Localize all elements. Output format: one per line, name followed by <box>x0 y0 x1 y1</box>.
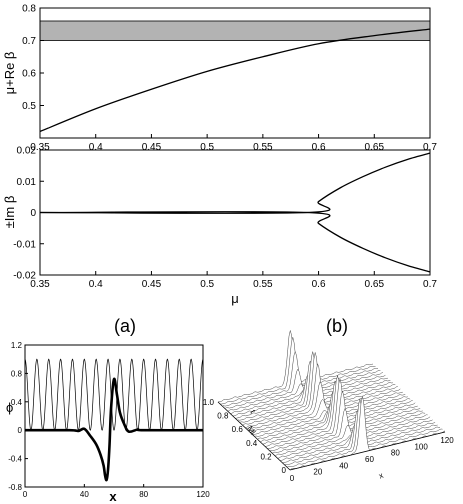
waterfall-lines <box>217 330 446 471</box>
y-tick-label: 0.7 <box>22 36 36 47</box>
y-tick-label: 0 <box>30 208 36 219</box>
series-line-1 <box>39 28 431 133</box>
panel-label-b: (b) <box>326 316 348 336</box>
t-axis-unit: Mi <box>245 424 257 436</box>
y-tick-label: -0.01 <box>13 239 36 250</box>
x-tick-labels: 0.35 0.4 0.45 0.5 0.55 0.6 0.65 0.7 <box>30 271 437 290</box>
x-tick-label: 80 <box>391 449 400 458</box>
x-tick-label: 0.45 <box>142 142 162 153</box>
x-tick-label: 120 <box>440 436 454 445</box>
y-tick-label: 0.8 <box>22 4 36 15</box>
panel-label-a: (a) <box>114 316 136 336</box>
x-tick-label: 20 <box>313 468 322 477</box>
y-tick-labels: 1.2 0.8 0.4 0 -0.4 -0.8 <box>8 341 28 492</box>
y-axis-label: ±Im β <box>2 196 17 229</box>
series-line-1 <box>39 152 431 214</box>
x-tick-label: 0.35 <box>30 142 50 153</box>
x-tick-label: 0.55 <box>253 279 273 290</box>
soliton-line <box>24 377 204 482</box>
band-rect <box>39 20 431 41</box>
x-tick-label: 0.6 <box>312 279 326 290</box>
y-tick-label: -0.4 <box>8 455 22 464</box>
soliton-curve <box>24 377 204 482</box>
y-tick-label: 0.5 <box>22 101 36 112</box>
t-tick-label: 0.6 <box>232 425 244 434</box>
y-tick-label: 0.4 <box>11 398 23 407</box>
t-tick-label: 0 <box>282 466 287 475</box>
y-tick-label: -0.02 <box>13 271 36 282</box>
y-tick-label: 0.6 <box>22 69 36 80</box>
x-tick-label: 0.65 <box>365 142 385 153</box>
x-tick-label: 80 <box>139 490 148 499</box>
x-tick-label: 0.4 <box>89 279 103 290</box>
y-tick-label: -0.8 <box>8 483 22 492</box>
x-tick-label: 60 <box>365 455 374 464</box>
series-lines <box>39 152 431 273</box>
x-tick-label: 0.6 <box>312 142 326 153</box>
x-tick-label: 0.55 <box>253 142 273 153</box>
x-tick-label: 40 <box>339 461 348 470</box>
x-tick-label: 0.5 <box>200 142 214 153</box>
y-tick-label: 0.02 <box>17 146 37 157</box>
profile-plot: 0 40 80 120 1.2 0.8 0.4 0 -0.4 -0.8 ϕ x <box>6 341 210 504</box>
axes <box>217 401 446 471</box>
x-axis <box>289 431 446 471</box>
y-tick-labels: 0.02 0.01 0 -0.01 -0.02 <box>13 146 44 282</box>
x-tick-label: 0.35 <box>30 279 50 290</box>
t-axis-label: t <box>248 408 257 415</box>
waterfall-plot: 0 20 40 60 80 100 120 1.00.80.60.40.2 0 x t Mi <box>203 330 454 483</box>
y-tick-labels: 0.5 0.6 0.7 0.8 <box>22 4 44 112</box>
x-tick-label: 120 <box>196 490 210 499</box>
x-tick-label: 0.45 <box>142 279 162 290</box>
lattice-line <box>24 358 204 431</box>
x-tick-label: 0.5 <box>200 279 214 290</box>
x-tick-label: 0.7 <box>423 142 437 153</box>
t-tick-label: 0.8 <box>217 412 229 421</box>
y-tick-label: 0.8 <box>11 369 23 378</box>
t-axis <box>217 401 291 471</box>
lattice-curve <box>24 358 204 431</box>
x-axis-label: x <box>109 489 117 504</box>
x-tick-labels: 0 20 40 60 80 100 120 <box>290 436 454 483</box>
x-tick-label: 100 <box>414 442 428 451</box>
x-tick-labels: 0 40 80 120 <box>23 484 210 499</box>
y-tick-label: 0.01 <box>17 177 37 188</box>
x-axis-label: x <box>378 471 385 481</box>
t-tick-labels: 1.00.80.60.40.2 0 <box>203 398 287 475</box>
y-tick-label: 0 <box>18 426 23 435</box>
x-tick-label: 0.7 <box>423 279 437 290</box>
x-tick-label: 0.65 <box>365 279 385 290</box>
t-tick-label: 1.0 <box>203 398 215 407</box>
x-tick-label: 0 <box>290 474 295 483</box>
x-tick-labels: 0.35 0.4 0.45 0.5 0.55 0.6 0.65 0.7 <box>30 134 437 153</box>
t-tick-label: 0.2 <box>260 452 272 461</box>
imag-part-plot: 0.35 0.4 0.45 0.5 0.55 0.6 0.65 0.7 0.02 0.01 0 -0… <box>2 146 437 307</box>
real-part-plot: 0.35 0.4 0.45 0.5 0.55 0.6 0.65 0.7 0.50.60.70.… <box>2 4 437 154</box>
x-tick-label: 0.4 <box>89 142 103 153</box>
y-axis-label: μ+Re β <box>2 52 17 95</box>
y-axis-label: ϕ <box>6 400 13 415</box>
x-tick-label: 40 <box>80 490 89 499</box>
series-lines <box>39 28 431 133</box>
plot-frame <box>24 344 204 488</box>
shaded-band <box>39 20 431 41</box>
t-tick-label: 0.4 <box>246 439 258 448</box>
y-tick-label: 1.2 <box>11 341 23 350</box>
x-tick-label: 0 <box>23 490 28 499</box>
x-axis-label: μ <box>231 291 239 306</box>
series-line-2 <box>39 211 431 273</box>
